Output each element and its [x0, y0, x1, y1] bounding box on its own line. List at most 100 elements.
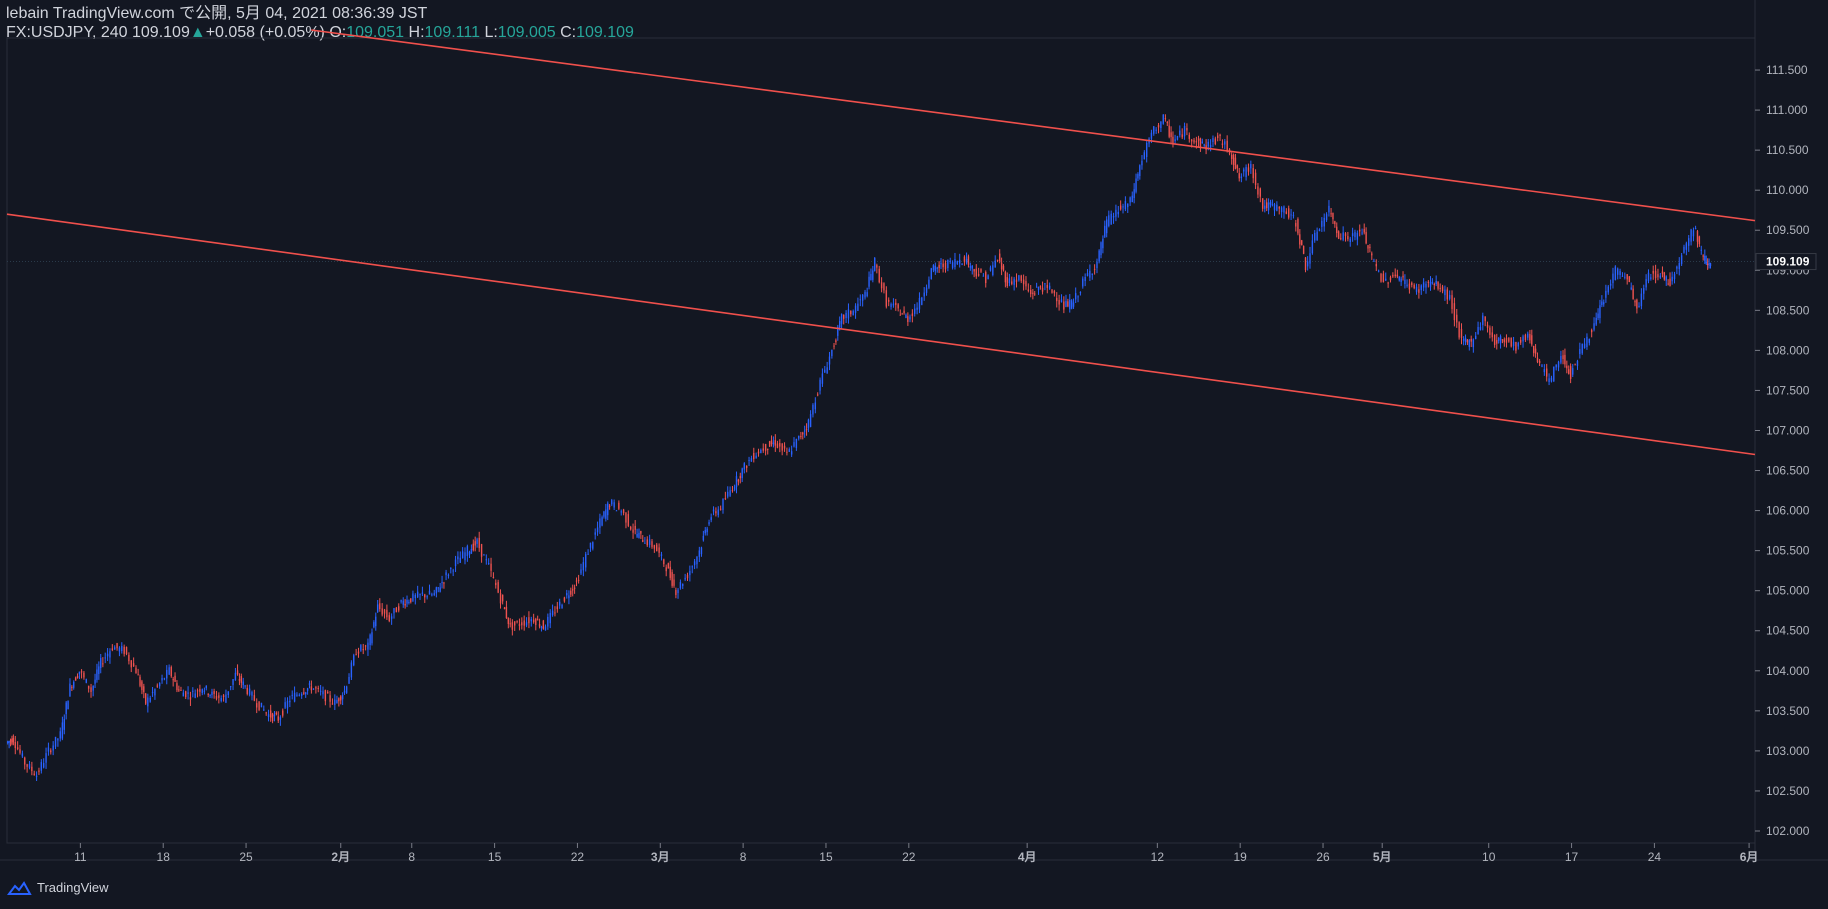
- symbol-line: FX:USDJPY, 240 109.109▲+0.058 (+0.05%) O…: [6, 23, 634, 42]
- candle-body: [1394, 274, 1396, 277]
- x-tick-label: 22: [902, 850, 916, 864]
- candle-body: [1143, 152, 1146, 160]
- candle-body: [870, 273, 872, 281]
- candle-body: [1299, 234, 1301, 245]
- candle-body: [310, 686, 313, 691]
- candle-body: [14, 741, 16, 749]
- candle-body: [786, 451, 788, 453]
- candle-body: [1617, 268, 1619, 275]
- candle-body: [1124, 201, 1127, 210]
- y-tick-label: 106.500: [1766, 464, 1810, 478]
- candle-body: [1486, 324, 1489, 328]
- candle-body: [1601, 301, 1603, 306]
- candle-body: [1351, 233, 1354, 237]
- candle-body: [1082, 278, 1084, 287]
- candle-body: [1599, 305, 1601, 319]
- candle-body: [1470, 339, 1472, 342]
- candle-body: [1404, 279, 1406, 285]
- candle-body: [1453, 303, 1456, 321]
- candle-body: [1505, 338, 1508, 343]
- candle-body: [1015, 279, 1018, 282]
- candle-body: [601, 517, 603, 526]
- candle-body: [1323, 217, 1325, 227]
- candle-body: [306, 688, 309, 691]
- candle-body: [1411, 282, 1413, 286]
- candle-body: [192, 690, 194, 692]
- candle-body: [1387, 282, 1389, 284]
- candle-body: [807, 419, 810, 429]
- candle-body: [1444, 289, 1446, 296]
- candle-body: [1316, 231, 1318, 241]
- candle-body: [1698, 236, 1701, 245]
- candle-body: [1536, 357, 1539, 362]
- candle-body: [1041, 287, 1044, 292]
- high-label: H:: [408, 24, 425, 41]
- candle-body: [644, 542, 646, 544]
- candle-body: [535, 618, 537, 626]
- candle-body: [611, 500, 613, 505]
- candle-body: [1640, 293, 1643, 307]
- candle-body: [1621, 275, 1624, 277]
- candle-body: [859, 299, 861, 301]
- candle-body: [866, 292, 868, 297]
- candle-body: [1181, 134, 1183, 138]
- candle-body: [412, 593, 414, 601]
- candle-body: [1527, 333, 1529, 338]
- candle-body: [1321, 220, 1323, 227]
- candle-body: [61, 722, 64, 739]
- candle-body: [121, 646, 123, 652]
- candle-body: [1356, 232, 1359, 240]
- candle-body: [905, 314, 907, 318]
- candle-body: [1643, 288, 1645, 294]
- candle-body: [999, 253, 1001, 262]
- candle-body: [1084, 277, 1086, 282]
- candle-body: [1250, 164, 1252, 169]
- candle-body: [253, 695, 256, 701]
- candle-body: [963, 256, 966, 262]
- candle-body: [868, 276, 870, 287]
- candle-body: [236, 670, 239, 675]
- candle-body: [176, 683, 178, 691]
- candle-body: [558, 601, 561, 606]
- y-tick-label: 105.500: [1766, 544, 1810, 558]
- candle-body: [1557, 361, 1560, 368]
- candle-body: [1301, 240, 1303, 246]
- candle-body: [331, 703, 334, 705]
- candle-body: [96, 669, 98, 680]
- candle-body: [1214, 138, 1217, 145]
- candle-body: [31, 766, 33, 772]
- candle-body: [242, 681, 244, 686]
- candle-body: [577, 579, 580, 581]
- candle-body: [1375, 264, 1377, 267]
- candle-body: [447, 574, 450, 576]
- candle-body: [980, 269, 982, 272]
- candle-body: [406, 599, 408, 604]
- candle-body: [1032, 292, 1034, 295]
- open-label: O:: [329, 24, 347, 41]
- candle-body: [1377, 270, 1380, 272]
- candle-body: [111, 648, 114, 651]
- candle-body: [238, 679, 241, 681]
- candle-body: [696, 556, 698, 565]
- candle-body: [390, 616, 393, 619]
- candle-body: [921, 297, 923, 305]
- candle-body: [1137, 174, 1139, 179]
- up-arrow-icon: ▲: [189, 24, 206, 41]
- candle-body: [857, 303, 859, 311]
- candle-body: [1257, 186, 1259, 195]
- y-tick-label: 108.500: [1766, 303, 1810, 317]
- candle-body: [1145, 142, 1148, 157]
- candle-body: [1638, 305, 1640, 308]
- candle-body: [748, 460, 750, 462]
- tradingview-logo[interactable]: TradingView: [6, 880, 109, 895]
- candle-body: [640, 530, 642, 534]
- candle-body: [547, 616, 549, 627]
- candle-body: [1669, 278, 1671, 286]
- candle-body: [914, 308, 916, 314]
- candle-body: [1515, 341, 1517, 351]
- candle-body: [286, 700, 289, 709]
- candle-body: [130, 660, 132, 668]
- candle-body: [1133, 189, 1135, 199]
- candle-body: [275, 712, 278, 715]
